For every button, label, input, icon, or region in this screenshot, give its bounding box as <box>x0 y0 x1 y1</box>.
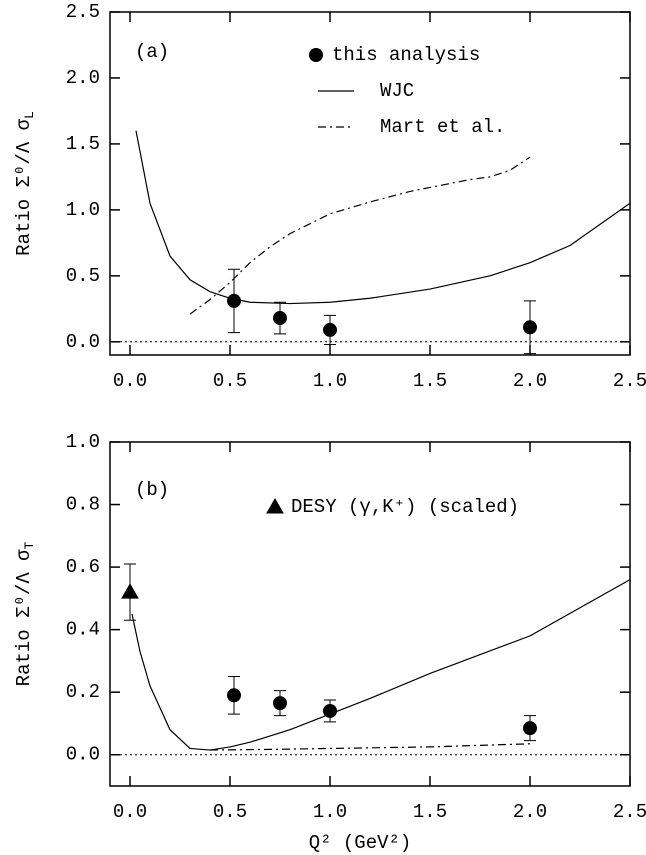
curve <box>209 743 531 751</box>
marker <box>266 497 284 514</box>
y-tick-label: 1.5 <box>66 133 100 155</box>
x-tick-label: 2.5 <box>613 801 646 823</box>
marker <box>121 583 139 599</box>
x-tick-label: 0.0 <box>113 370 147 392</box>
x-tick-label: 2.0 <box>513 801 547 823</box>
legend-label: this analysis <box>332 44 480 66</box>
y-tick-label: 0.0 <box>66 331 100 353</box>
marker <box>323 322 337 337</box>
y-tick-label: 1.0 <box>66 431 100 453</box>
y-tick-label: 2.0 <box>66 67 100 89</box>
x-tick-label: 2.0 <box>513 370 547 392</box>
plot-frame <box>109 441 631 787</box>
legend-label: WJC <box>380 80 414 102</box>
legend-label: Mart et al. <box>380 116 505 138</box>
y-tick-label: 0.2 <box>66 681 100 703</box>
y-tick-label: 0.5 <box>66 265 100 287</box>
legend-label: DESY (γ,K⁺) (scaled) <box>291 496 519 518</box>
y-axis-label: Ratio Σ⁰/Λ σL <box>13 111 37 256</box>
y-axis-label-main: Ratio Σ⁰/Λ σ <box>13 118 35 255</box>
marker <box>227 688 241 703</box>
y-axis-label: Ratio Σ⁰/Λ σT <box>13 541 37 686</box>
x-tick-label: 0.5 <box>213 370 247 392</box>
panel-label: (a) <box>135 41 169 63</box>
plot-frame <box>109 11 631 356</box>
x-tick-label: 1.5 <box>413 801 447 823</box>
marker <box>523 721 537 736</box>
marker <box>273 311 287 326</box>
curve <box>131 579 631 751</box>
y-tick-label: 2.5 <box>66 1 100 23</box>
x-tick-label: 1.0 <box>313 801 347 823</box>
panel-label: (b) <box>135 479 169 501</box>
y-tick-label: 0.4 <box>66 619 100 641</box>
x-tick-label: 0.0 <box>113 801 147 823</box>
y-axis-label-sub: T <box>22 541 37 549</box>
marker <box>523 320 537 335</box>
x-tick-label: 1.5 <box>413 370 447 392</box>
marker <box>309 48 323 62</box>
y-tick-label: 1.0 <box>66 199 100 221</box>
y-tick-label: 0.8 <box>66 494 100 516</box>
y-tick-label: 0.6 <box>66 556 100 578</box>
x-tick-label: 1.0 <box>313 370 347 392</box>
curve <box>135 130 631 305</box>
marker <box>323 703 337 718</box>
marker <box>273 696 287 711</box>
y-tick-label: 0.0 <box>66 744 100 766</box>
x-tick-label: 2.5 <box>613 370 646 392</box>
x-tick-label: 0.5 <box>213 801 247 823</box>
y-axis-label-main: Ratio Σ⁰/Λ σ <box>13 549 35 686</box>
curve <box>189 156 531 315</box>
marker <box>227 293 241 308</box>
y-axis-label-sub: L <box>22 111 37 119</box>
x-axis-label: Q² (GeV²) <box>309 832 412 854</box>
